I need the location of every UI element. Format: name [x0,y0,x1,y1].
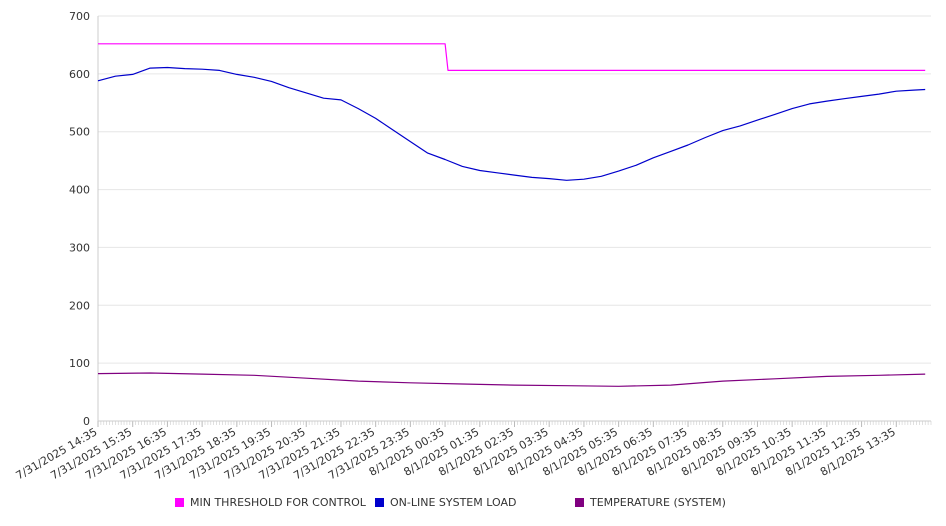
legend: MIN THRESHOLD FOR CONTROL ON-LINE SYSTEM… [0,496,946,516]
axes [97,16,931,422]
grid-lines [98,15,931,364]
series-line-2 [97,372,926,387]
y-tick-label: 300 [69,241,90,254]
y-tick-label: 0 [83,415,90,428]
legend-label: MIN THRESHOLD FOR CONTROL [190,496,366,509]
series-line-1 [97,66,926,181]
y-tick-label: 100 [69,357,90,370]
y-tick-label: 700 [69,10,90,23]
legend-item-system-load[interactable]: ON-LINE SYSTEM LOAD [375,496,516,509]
y-tick-label: 200 [69,299,90,312]
series-line-0 [98,43,926,72]
legend-swatch [375,498,384,507]
legend-swatch [575,498,584,507]
legend-item-temperature[interactable]: TEMPERATURE (SYSTEM) [575,496,726,509]
y-axis-ticks: 0 100 200 300 400 500 600 700 [69,10,90,428]
legend-label: TEMPERATURE (SYSTEM) [590,496,726,509]
y-tick-label: 400 [69,184,90,197]
legend-label: ON-LINE SYSTEM LOAD [390,496,517,509]
y-tick-label: 600 [69,68,90,81]
x-axis-ticks: 7/31/2025 14:357/31/2025 15:357/31/2025 … [14,421,932,482]
legend-item-min-threshold[interactable]: MIN THRESHOLD FOR CONTROL [175,496,366,509]
series-lines [97,43,926,387]
y-tick-label: 500 [69,126,90,139]
line-chart: 0 100 200 300 400 500 600 700 7/31/2025 14:357/… [14,10,932,482]
legend-swatch [175,498,184,507]
